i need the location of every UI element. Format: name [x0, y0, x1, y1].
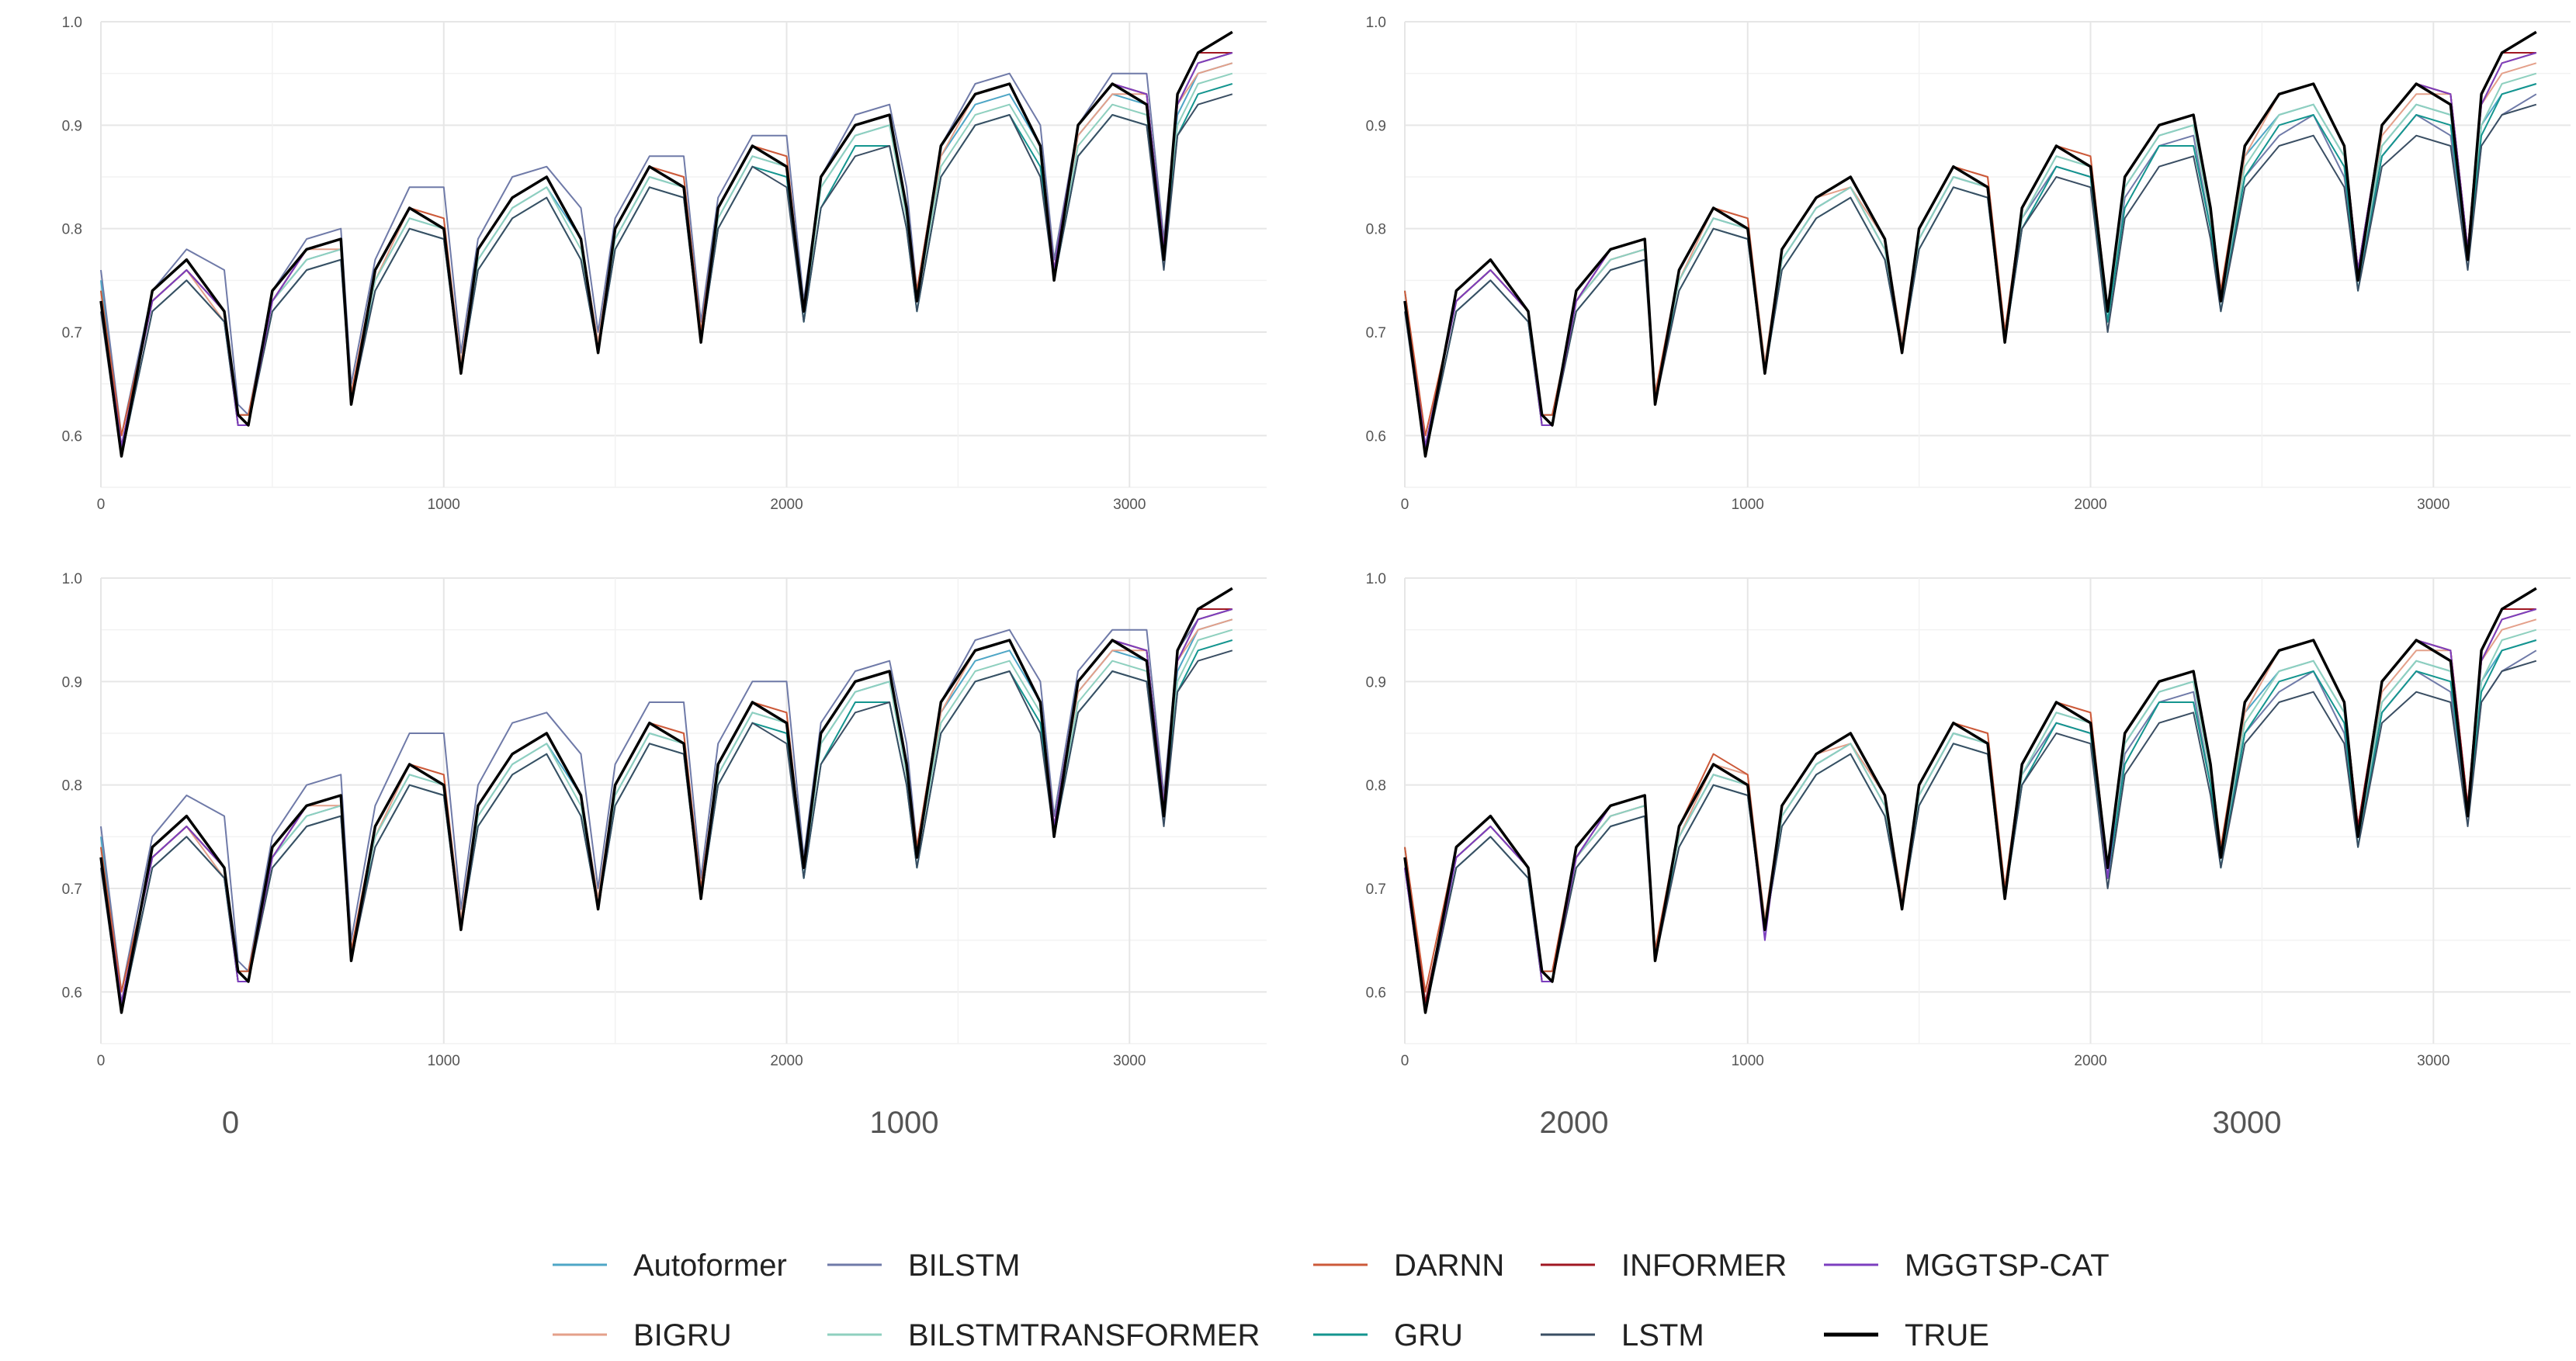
legend-item: INFORMER [1541, 1248, 1787, 1283]
legend-item: BILSTM [827, 1248, 1020, 1283]
legend-label: BILSTMTRANSFORMER [908, 1318, 1260, 1352]
y-tick-label: 1.0 [62, 571, 82, 587]
legend-label: DARNN [1394, 1248, 1504, 1283]
x-tick-label: 1000 [428, 1053, 460, 1069]
y-tick-label: 0.9 [1366, 118, 1386, 134]
y-tick-label: 0.7 [1366, 881, 1386, 898]
series-line-true [99, 587, 1233, 1014]
x-tick-label: 1000 [428, 497, 460, 513]
y-tick-label: 0.8 [62, 222, 82, 238]
x-tick-label: 0 [1401, 497, 1409, 513]
x-tick-label: 3000 [1113, 497, 1146, 513]
legend-item: TRUE [1824, 1318, 1989, 1352]
x-tick-label: 1000 [1732, 1053, 1764, 1069]
y-tick-label: 1.0 [1366, 571, 1386, 587]
y-tick-label: 0.8 [62, 778, 82, 795]
y-tick-label: 0.7 [62, 881, 82, 898]
y-tick-label: 0.7 [1366, 325, 1386, 341]
series-line-true [1403, 30, 2537, 458]
shared-x-label: 2000 [1540, 1106, 1609, 1140]
y-tick-label: 0.7 [62, 325, 82, 341]
y-tick-label: 1.0 [62, 15, 82, 31]
y-tick-label: 0.6 [62, 985, 82, 1001]
x-tick-label: 3000 [2417, 497, 2449, 513]
y-tick-label: 0.6 [62, 428, 82, 445]
y-tick-label: 0.6 [1366, 985, 1386, 1001]
y-tick-label: 0.9 [62, 674, 82, 691]
shared-x-label: 0 [222, 1106, 239, 1140]
y-tick-label: 0.8 [1366, 222, 1386, 238]
y-tick-label: 0.8 [1366, 778, 1386, 795]
legend-label: GRU [1394, 1318, 1463, 1352]
panel-1: 0.6 0.7 0.8 0.9 1.0 0 1000 2000 3000 [62, 15, 1267, 513]
legend-item: GRU [1313, 1318, 1463, 1352]
legend-item: Autoformer [553, 1248, 787, 1283]
x-tick-label: 3000 [2417, 1053, 2449, 1069]
shared-x-axis-labels: 0 1000 2000 3000 [222, 1106, 2282, 1140]
y-tick-label: 0.9 [62, 118, 82, 134]
x-tick-label: 0 [97, 1053, 106, 1069]
legend-item: BIGRU [553, 1318, 732, 1352]
x-tick-label: 2000 [2074, 497, 2106, 513]
x-tick-label: 2000 [2074, 1053, 2106, 1069]
y-tick-label: 0.6 [1366, 428, 1386, 445]
shared-x-label: 3000 [2213, 1106, 2282, 1140]
series-line-bilstm [100, 52, 1233, 437]
legend: Autoformer BILSTM DARNN INFORMER MGGTSP-CAT B… [553, 1248, 2110, 1352]
panel-2: 0.6 0.7 0.8 0.9 1.0 0 1000 2000 3000 [1366, 15, 2571, 513]
legend-item: DARNN [1313, 1248, 1504, 1283]
y-tick-label: 1.0 [1366, 15, 1386, 31]
series-line-bilstm [100, 608, 1233, 993]
legend-label: INFORMER [1621, 1248, 1787, 1283]
shared-x-label: 1000 [870, 1106, 939, 1140]
panels-group: 0.6 0.7 0.8 0.9 1.0 0 1000 2000 3000 0.6 0.7 0.8 0.9… [62, 15, 2571, 1069]
legend-item: BILSTMTRANSFORMER [827, 1318, 1260, 1352]
legend-label: LSTM [1621, 1318, 1704, 1352]
series-line-true [99, 30, 1233, 458]
x-tick-label: 0 [1401, 1053, 1409, 1069]
panel-3: 0.6 0.7 0.8 0.9 1.0 0 1000 2000 3000 [62, 571, 1267, 1069]
x-tick-label: 3000 [1113, 1053, 1146, 1069]
y-tick-label: 0.9 [1366, 674, 1386, 691]
x-tick-label: 2000 [770, 497, 803, 513]
x-tick-label: 2000 [770, 1053, 803, 1069]
legend-item: LSTM [1541, 1318, 1704, 1352]
legend-label: MGGTSP-CAT [1905, 1248, 2110, 1283]
legend-label: TRUE [1905, 1318, 1989, 1352]
legend-label: BIGRU [633, 1318, 732, 1352]
panel-4: 0.6 0.7 0.8 0.9 1.0 0 1000 2000 3000 [1366, 571, 2571, 1069]
series-line-true [1403, 587, 2537, 1014]
legend-item: MGGTSP-CAT [1824, 1248, 2110, 1283]
x-tick-label: 0 [97, 497, 106, 513]
legend-label: Autoformer [633, 1248, 787, 1283]
legend-label: BILSTM [908, 1248, 1020, 1283]
x-tick-label: 1000 [1732, 497, 1764, 513]
